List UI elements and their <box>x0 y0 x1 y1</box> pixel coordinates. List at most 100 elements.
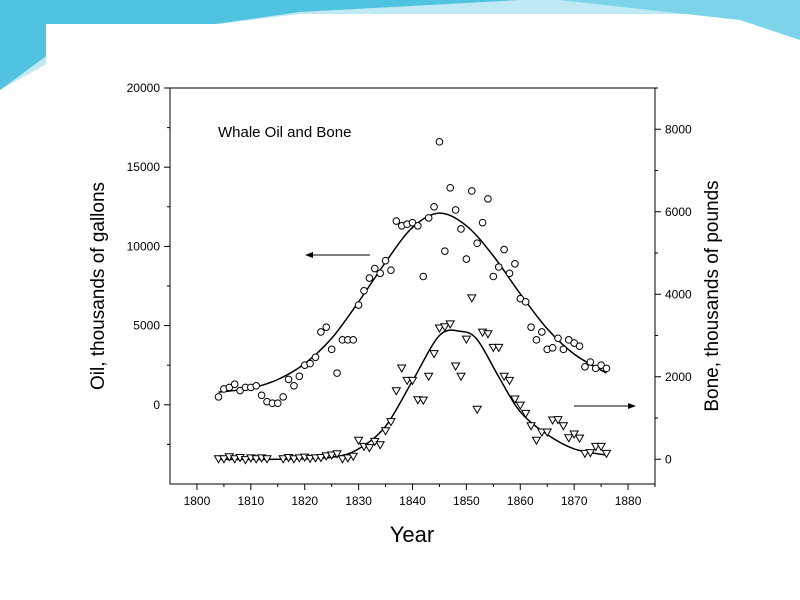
oil-data-point <box>327 345 336 354</box>
oil-data-point <box>586 358 595 366</box>
oil-data-point <box>381 256 390 265</box>
x-tick-label: 1880 <box>615 494 642 508</box>
slide-content-panel <box>46 24 754 572</box>
left-axis-label: Oil, thousands of gallons <box>88 182 109 390</box>
bone-data-point <box>585 449 596 458</box>
bone-data-point <box>321 452 332 461</box>
left-y-tick-label: 10000 <box>127 239 161 253</box>
oil-axis-arrow <box>305 252 370 258</box>
oil-data-point <box>214 393 223 401</box>
oil-data-point <box>538 328 546 336</box>
oil-data-point <box>473 239 481 248</box>
oil-data-point <box>322 323 331 331</box>
oil-data-point <box>435 138 444 146</box>
oil-data-point <box>467 187 476 195</box>
oil-data-point <box>295 372 304 381</box>
bone-data-point <box>423 372 434 382</box>
oil-data-point <box>317 328 325 336</box>
right-y-tick-label: 2000 <box>665 370 692 384</box>
chart-title: Whale Oil and Bone <box>218 124 351 141</box>
bone-data-point <box>466 294 477 303</box>
x-tick-label: 1850 <box>453 494 480 508</box>
bone-data-point <box>601 449 612 459</box>
left-axis-ticks: 0 5000 10000 15000 20000 <box>127 81 170 445</box>
x-tick-label: 1820 <box>291 494 318 508</box>
oil-data-point <box>360 286 368 295</box>
x-tick-label: 1860 <box>507 494 534 508</box>
oil-data-point <box>376 269 384 278</box>
bone-data-point <box>353 436 364 446</box>
oil-data-point <box>387 266 395 274</box>
x-tick-label: 1830 <box>345 494 372 508</box>
oil-data-point <box>462 255 471 263</box>
oil-data-point <box>548 343 557 352</box>
oil-data-point <box>252 381 261 390</box>
oil-data-point <box>494 263 503 271</box>
oil-data-point <box>349 336 358 344</box>
bone-data-point <box>429 350 439 359</box>
bone-data-point <box>461 335 472 345</box>
bone-data-point <box>305 454 315 464</box>
plot-frame <box>169 87 656 485</box>
x-tick-label: 1810 <box>237 494 264 508</box>
bone-data-point <box>483 330 493 339</box>
right-y-tick-label: 8000 <box>665 122 692 136</box>
oil-data-point <box>451 206 460 214</box>
bone-axis-arrow <box>574 403 636 409</box>
bone-data-point <box>558 422 569 431</box>
bone-data-point <box>596 442 606 452</box>
x-tick-label: 1800 <box>184 494 211 508</box>
bone-data-point <box>515 401 526 411</box>
bone-data-point <box>326 451 337 461</box>
bone-data-point <box>386 418 396 427</box>
bone-data-point <box>456 372 466 382</box>
oil-data-point <box>311 353 320 362</box>
bone-data-point <box>563 434 574 443</box>
bone-data-point <box>332 450 342 459</box>
bone-data-point <box>418 396 429 406</box>
bone-data-point <box>251 455 262 464</box>
oil-data-point <box>273 399 282 408</box>
oil-data-point <box>478 218 487 227</box>
oil-data-point <box>527 323 535 331</box>
bone-data-point <box>520 409 531 419</box>
oil-data-point <box>370 264 379 273</box>
bone-data-point <box>450 362 461 371</box>
bone-data-point <box>278 455 289 464</box>
bone-data-point <box>542 428 553 437</box>
bone-data-point <box>510 395 520 404</box>
oil-data-point <box>581 362 589 371</box>
bone-data-point <box>407 376 418 386</box>
right-axis-ticks: 0 2000 4000 6000 8000 <box>655 87 692 466</box>
oil-data-point <box>484 195 492 203</box>
bone-data-point <box>342 454 353 463</box>
right-y-tick-label: 4000 <box>665 287 692 301</box>
bone-data-point <box>375 441 386 450</box>
oil-data-point <box>284 375 293 384</box>
bone-data-point <box>526 422 536 431</box>
x-tick-label: 1870 <box>561 494 588 508</box>
oil-data-point <box>441 247 449 255</box>
oil-data-point <box>230 380 239 389</box>
oil-data-point <box>457 225 465 233</box>
bone-data-point <box>364 444 375 453</box>
bone-data-point <box>337 455 348 464</box>
left-y-tick-label: 15000 <box>127 160 161 174</box>
right-y-tick-label: 0 <box>665 452 672 466</box>
bone-data-point <box>229 455 240 464</box>
bone-data-point <box>391 387 402 396</box>
bone-data-point <box>493 343 504 353</box>
oil-fit-curve <box>218 212 607 393</box>
oil-data-point <box>333 369 341 377</box>
oil-data-point <box>290 381 298 390</box>
oil-data-point <box>424 214 433 222</box>
bone-data-point <box>547 416 558 425</box>
bone-data-point <box>499 372 509 382</box>
bone-data-point <box>472 405 483 415</box>
oil-data-point <box>554 334 562 343</box>
oil-data-point <box>365 274 374 282</box>
oil-data-point <box>511 260 519 268</box>
bone-data-point <box>504 376 515 386</box>
